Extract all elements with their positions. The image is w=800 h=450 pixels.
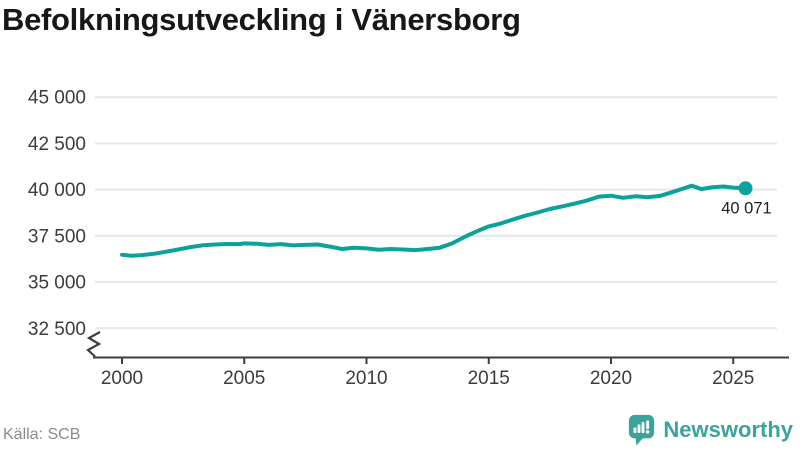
axis-break-icon <box>86 331 102 358</box>
x-tick-label: 2025 <box>712 368 754 389</box>
newsworthy-icon <box>629 414 655 446</box>
x-tick-label: 2000 <box>101 368 143 389</box>
x-tick-label: 2020 <box>590 368 632 389</box>
chart-title: Befolkningsutveckling i Vänersborg <box>2 2 521 37</box>
source-label: Källa: SCB <box>3 426 81 443</box>
brand-name: Newsworthy <box>663 417 793 442</box>
population-line <box>120 183 748 258</box>
x-tick-label: 2015 <box>468 368 510 389</box>
y-tick-label: 40 000 <box>28 180 86 201</box>
newsworthy-logo: Newsworthy <box>628 414 793 446</box>
y-tick-label: 45 000 <box>28 88 86 109</box>
y-tick-label: 32 500 <box>28 319 86 340</box>
y-tick-label: 35 000 <box>28 273 86 294</box>
y-tick-label: 37 500 <box>28 226 86 247</box>
x-tick-label: 2005 <box>223 368 265 389</box>
y-tick-label: 42 500 <box>28 134 86 155</box>
x-tick-label: 2010 <box>345 368 387 389</box>
last-point-marker <box>738 181 753 196</box>
last-value-label: 40 071 <box>721 199 771 217</box>
